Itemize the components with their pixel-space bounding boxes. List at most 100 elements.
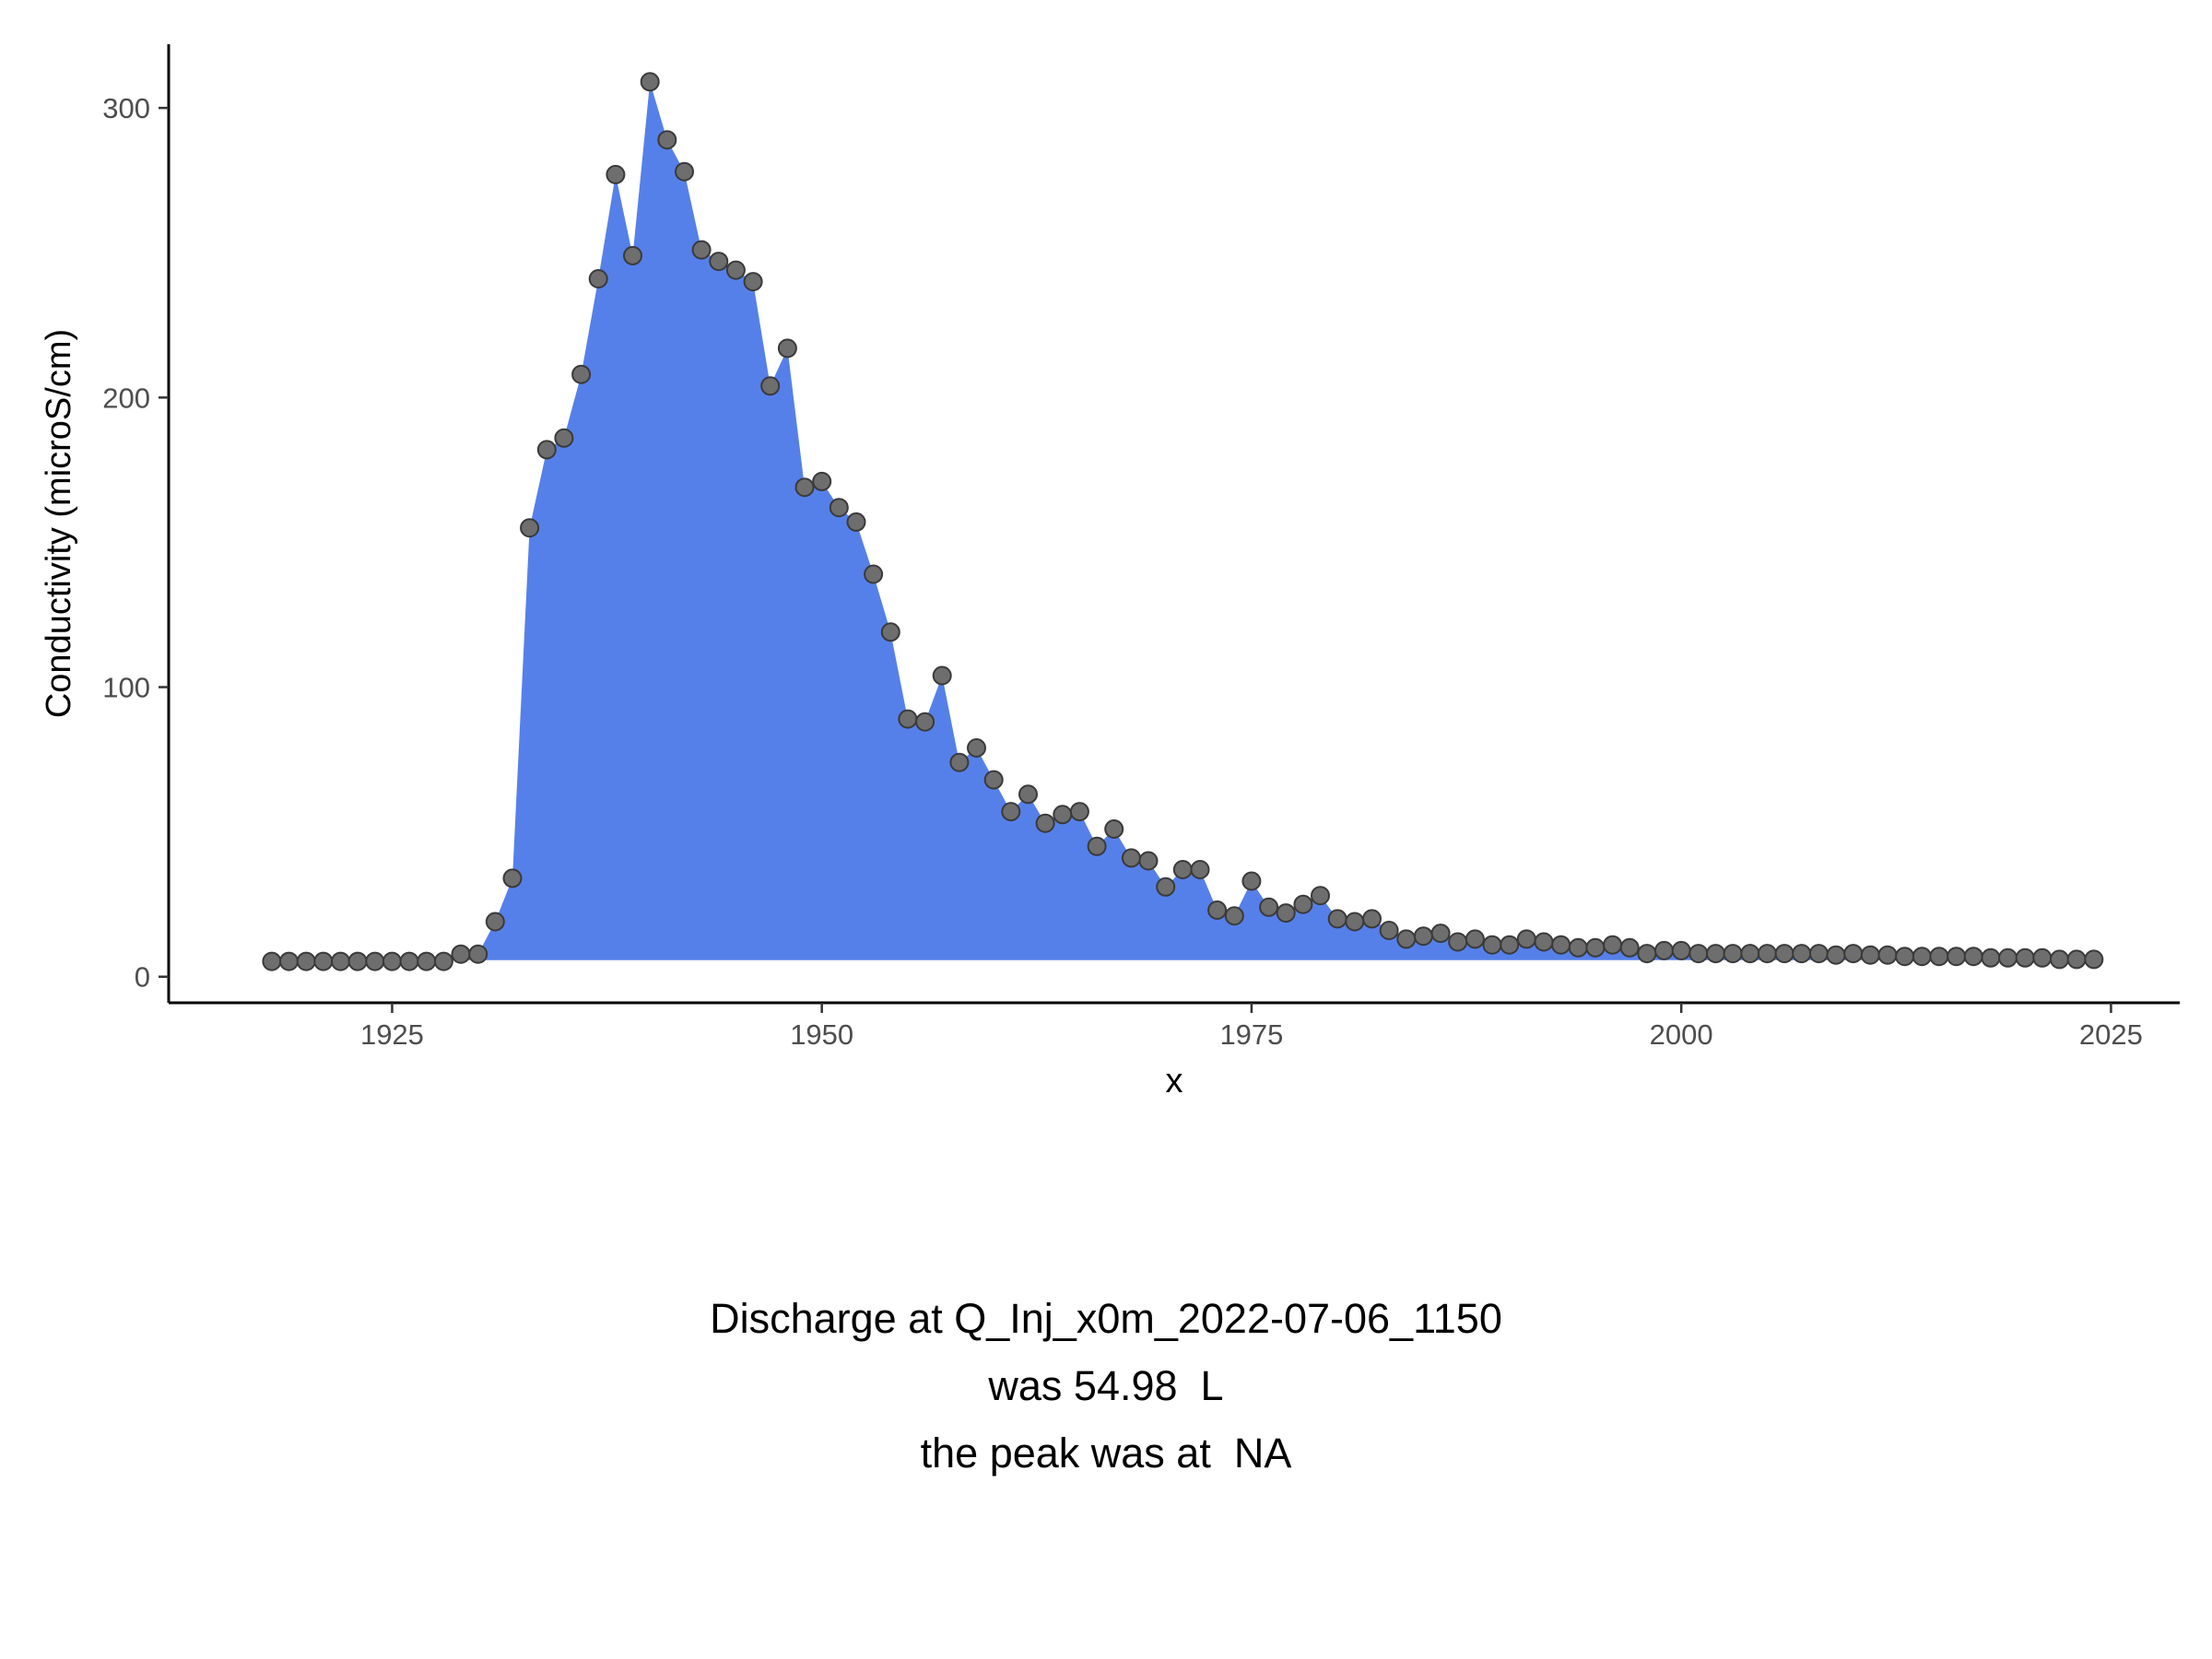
data-point bbox=[451, 944, 471, 964]
data-point bbox=[743, 272, 763, 292]
data-point bbox=[1172, 860, 1193, 879]
data-point bbox=[932, 665, 952, 686]
data-point bbox=[279, 951, 299, 971]
data-point bbox=[1276, 903, 1296, 924]
data-point bbox=[777, 338, 797, 359]
data-point bbox=[967, 738, 986, 758]
data-point bbox=[2015, 947, 2035, 968]
data-point bbox=[468, 944, 488, 964]
data-point bbox=[1568, 937, 1588, 958]
data-point bbox=[623, 245, 642, 265]
data-point bbox=[1757, 944, 1777, 964]
data-point bbox=[864, 564, 884, 584]
data-point bbox=[1877, 945, 1898, 965]
data-point bbox=[1551, 935, 1571, 955]
data-point bbox=[1723, 944, 1743, 964]
data-point bbox=[1121, 848, 1141, 868]
x-tick-label: 1975 bbox=[1219, 1018, 1283, 1051]
y-tick-label: 200 bbox=[102, 382, 150, 414]
data-point bbox=[1104, 819, 1124, 839]
data-point bbox=[1035, 813, 1055, 833]
y-tick-label: 300 bbox=[102, 92, 150, 124]
data-point bbox=[1069, 802, 1089, 822]
data-point bbox=[1706, 944, 1725, 964]
data-point bbox=[983, 770, 1004, 790]
data-point bbox=[1396, 929, 1417, 949]
data-point bbox=[829, 498, 849, 518]
data-point bbox=[606, 164, 626, 184]
y-tick-label: 100 bbox=[102, 672, 150, 704]
data-point bbox=[1379, 921, 1399, 940]
data-point bbox=[1947, 947, 1967, 967]
data-point bbox=[554, 428, 574, 448]
x-tick-label: 2025 bbox=[2079, 1018, 2143, 1051]
data-point bbox=[2050, 949, 2069, 970]
y-tick-label: 0 bbox=[135, 961, 150, 994]
data-point bbox=[1087, 836, 1107, 856]
data-point bbox=[313, 951, 334, 971]
data-point bbox=[725, 260, 746, 280]
y-axis-ticks: 0 100 200 300 bbox=[102, 92, 169, 994]
data-point bbox=[1190, 860, 1210, 879]
data-point bbox=[1740, 944, 1760, 964]
data-point bbox=[657, 130, 677, 150]
data-point bbox=[1912, 947, 1932, 967]
y-axis-title: Conductivity (microS/cm) bbox=[40, 329, 78, 718]
data-point bbox=[296, 951, 316, 971]
data-point bbox=[331, 951, 350, 971]
data-point bbox=[2084, 949, 2104, 970]
data-point bbox=[1603, 935, 1623, 955]
x-tick-label: 1950 bbox=[790, 1018, 853, 1051]
data-point bbox=[949, 752, 970, 772]
data-point bbox=[1998, 947, 2018, 968]
data-point bbox=[1895, 947, 1915, 967]
data-point bbox=[399, 951, 419, 971]
data-point bbox=[1637, 944, 1657, 964]
data-point bbox=[1808, 944, 1829, 964]
data-point bbox=[691, 240, 712, 260]
data-point bbox=[365, 951, 385, 971]
data-point bbox=[1860, 945, 1880, 965]
data-point bbox=[1482, 935, 1502, 955]
data-point bbox=[1327, 909, 1347, 929]
data-point bbox=[588, 269, 608, 288]
data-point bbox=[1430, 924, 1451, 944]
data-point bbox=[1293, 894, 1313, 914]
data-point bbox=[846, 512, 866, 532]
data-point bbox=[1224, 906, 1244, 926]
data-point bbox=[1585, 937, 1606, 958]
data-point bbox=[347, 951, 368, 971]
data-point bbox=[1981, 947, 2001, 968]
data-point bbox=[485, 912, 505, 932]
caption-line-3: the peak was at NA bbox=[920, 1430, 1292, 1477]
data-point bbox=[794, 477, 815, 498]
x-axis-title: x bbox=[1166, 1062, 1183, 1100]
data-point bbox=[1311, 886, 1330, 906]
data-point bbox=[1156, 877, 1176, 897]
data-point bbox=[1138, 851, 1159, 871]
data-point bbox=[1053, 805, 1073, 825]
data-point bbox=[812, 471, 832, 491]
data-point bbox=[571, 364, 592, 384]
area-layer bbox=[271, 81, 2094, 962]
x-tick-label: 1925 bbox=[360, 1018, 424, 1051]
data-point bbox=[1241, 871, 1262, 891]
data-point bbox=[1500, 935, 1520, 955]
data-point bbox=[675, 161, 694, 182]
data-point bbox=[1826, 945, 1846, 965]
data-point bbox=[1207, 900, 1228, 920]
data-point bbox=[1929, 947, 1949, 967]
data-point bbox=[1448, 932, 1468, 952]
data-point bbox=[520, 518, 540, 538]
data-point bbox=[1345, 912, 1365, 932]
data-point bbox=[1792, 944, 1812, 964]
caption-line-1: Discharge at Q_Inj_x0m_2022-07-06_1150 bbox=[710, 1295, 1502, 1342]
x-tick-label: 2000 bbox=[1650, 1018, 1713, 1051]
x-axis-ticks: 1925 1950 1975 2000 2025 bbox=[360, 1003, 2143, 1051]
data-point bbox=[1465, 929, 1485, 949]
data-point bbox=[536, 440, 557, 460]
points-layer bbox=[262, 72, 2104, 971]
data-point bbox=[262, 951, 282, 971]
data-point bbox=[1362, 909, 1382, 929]
